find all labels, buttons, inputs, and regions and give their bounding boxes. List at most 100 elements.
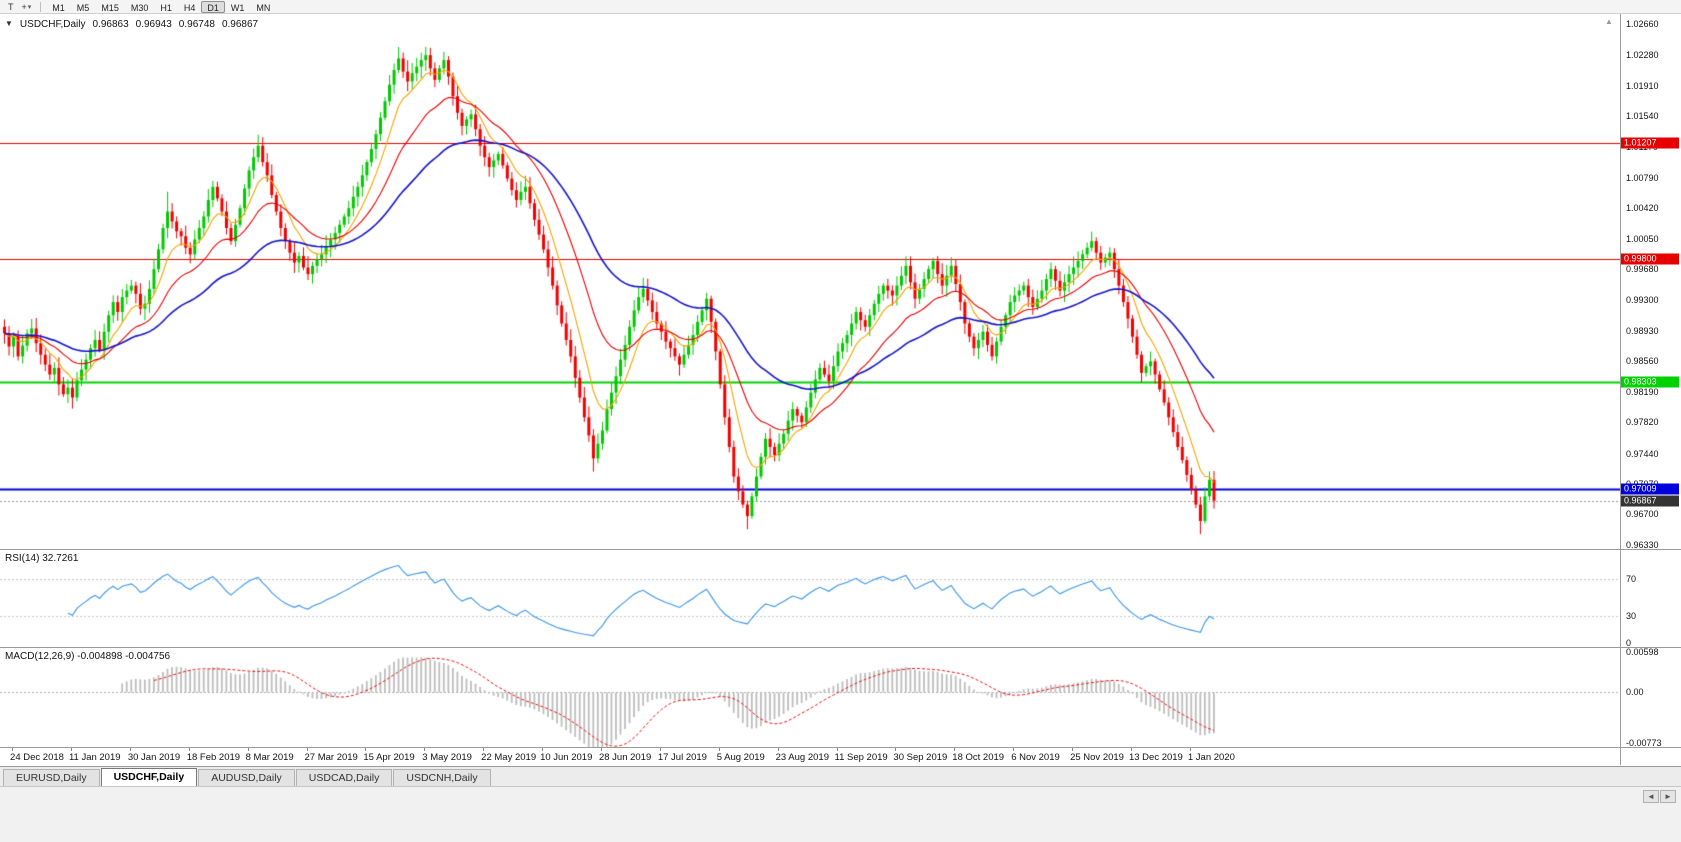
price-axis-tick-label: 0.97440: [1626, 448, 1659, 459]
date-tick-label: 17 Jul 2019: [657, 752, 707, 763]
date-tick-label: 18 Oct 2019: [952, 752, 1005, 763]
tab-scroll-left-button[interactable]: ◄: [1643, 790, 1659, 803]
price-axis-tick-label: 1.01540: [1626, 111, 1659, 122]
date-axis-tick: [542, 748, 544, 751]
price-axis-tick-label: 0.99680: [1626, 264, 1659, 275]
price-axis-tick-label: 0.96330: [1626, 539, 1659, 550]
date-axis-tick: [1013, 748, 1015, 751]
date-axis[interactable]: 24 Dec 2018 11 Jan 2019 30 Jan 2019 18 Feb …: [0, 748, 1681, 765]
date-axis-tick: [954, 748, 956, 751]
tab-audusd-daily[interactable]: AUDUSD,Daily: [198, 769, 295, 786]
date-axis-tick: [659, 748, 661, 751]
price-axis-tick-label: 0.98190: [1626, 386, 1659, 397]
price-level-tag: 0.98303: [1621, 376, 1679, 388]
macd-axis-label: 0.00: [1626, 686, 1644, 697]
ohlc-close-value: 0.96867: [221, 19, 259, 30]
date-axis-tick: [895, 748, 897, 751]
date-tick-label: 13 Dec 2019: [1128, 752, 1183, 763]
timeframe-button-group: M1 M5 M15 M30 H1 H4 D1 W1 MN: [46, 0, 276, 13]
timeframe-button-w1[interactable]: W1: [230, 2, 245, 13]
date-axis-tick: [1072, 748, 1074, 751]
price-level-tag: 1.01207: [1621, 137, 1679, 149]
ohlc-open-value: 0.96863: [92, 19, 129, 30]
date-axis-tick: [247, 748, 249, 751]
chart-symbol-label: USDCHF,Daily: [19, 19, 86, 30]
price-axis-tick-label: 1.01910: [1626, 80, 1659, 91]
axis-scroll-up-icon[interactable]: ▲: [1605, 17, 1613, 26]
timeframe-button-h4[interactable]: H4: [183, 2, 196, 13]
date-tick-label: 10 Jun 2019: [540, 752, 593, 763]
date-tick-label: 25 Nov 2019: [1070, 752, 1124, 763]
date-tick-label: 6 Nov 2019: [1011, 752, 1060, 763]
date-tick-label: 3 May 2019: [422, 752, 472, 763]
price-axis-tick-label: 1.00420: [1626, 203, 1659, 214]
tab-scroll-buttons: ◄ ►: [1643, 790, 1676, 803]
date-axis-tick: [600, 748, 602, 751]
date-tick-label: 11 Jan 2019: [68, 752, 121, 763]
status-bar: ◄ ►: [0, 786, 1681, 842]
tab-eurusd-daily[interactable]: EURUSD,Daily: [3, 769, 100, 786]
panel-separator-rsi-macd[interactable]: [0, 647, 1681, 648]
date-axis-tick: [483, 748, 485, 751]
macd-axis-label: -0.00773: [1626, 738, 1662, 748]
price-axis-separator: [1620, 14, 1621, 765]
tab-usdcad-daily[interactable]: USDCAD,Daily: [295, 769, 393, 786]
price-level-tag: 0.97009: [1621, 483, 1679, 495]
macd-indicator-label: MACD(12,26,9) -0.004898 -0.004756: [5, 651, 171, 662]
date-axis-tick: [718, 748, 720, 751]
rsi-indicator-canvas[interactable]: [0, 550, 1620, 647]
ohlc-high-value: 0.96943: [135, 19, 172, 30]
date-tick-label: 1 Jan 2020: [1187, 752, 1235, 763]
macd-axis-label: 0.00598: [1626, 647, 1659, 657]
date-tick-label: 8 Mar 2019: [245, 752, 294, 763]
date-axis-tick: [188, 748, 190, 751]
date-tick-label: 28 Jun 2019: [598, 752, 652, 763]
panel-separator-price-rsi[interactable]: [0, 549, 1681, 550]
date-tick-label: 15 Apr 2019: [363, 752, 415, 763]
price-axis-tick-label: 1.02280: [1626, 50, 1659, 61]
text-cursor-tool-button[interactable]: T: [4, 1, 18, 13]
date-tick-label: 24 Dec 2018: [10, 752, 64, 763]
chart-toolbar: T + ▾ M1 M5 M15 M30 H1 H4 D1 W1 MN: [0, 0, 1681, 14]
collapse-arrow-icon[interactable]: ▼: [5, 19, 13, 28]
tab-usdchf-daily[interactable]: USDCHF,Daily: [100, 768, 198, 786]
ohlc-low-value: 0.96748: [178, 19, 215, 30]
text-cursor-icon: T: [8, 1, 14, 12]
chart-ohlc-header: ▼ USDCHF,Daily 0.96863 0.96943 0.96748 0…: [5, 19, 258, 30]
timeframe-button-m30[interactable]: M30: [130, 2, 149, 13]
timeframe-button-h1[interactable]: H1: [160, 2, 172, 13]
rsi-axis-label: 70: [1626, 574, 1637, 585]
timeframe-button-m15[interactable]: M15: [101, 2, 119, 13]
price-axis-tick-label: 0.98930: [1626, 325, 1659, 336]
date-tick-label: 30 Sep 2019: [893, 752, 948, 763]
timeframe-button-m1[interactable]: M1: [52, 2, 65, 13]
timeframe-button-mn[interactable]: MN: [256, 2, 271, 13]
date-axis-tick: [306, 748, 308, 751]
tab-usdcnh-daily[interactable]: USDCNH,Daily: [393, 769, 491, 786]
current-price-tag: 0.96867: [1621, 495, 1679, 507]
crosshair-tool-button[interactable]: + ▾: [18, 1, 36, 13]
date-tick-label: 11 Sep 2019: [834, 752, 888, 763]
timeframe-button-d1[interactable]: D1: [201, 0, 225, 13]
price-level-tag: 0.99800: [1621, 253, 1679, 265]
date-axis-tick: [1130, 748, 1132, 751]
chart-tab-bar: EURUSD,Daily USDCHF,Daily AUDUSD,Daily USDC…: [0, 766, 1681, 786]
rsi-indicator-label: RSI(14) 32.7261: [5, 553, 79, 564]
date-axis-tick: [129, 748, 131, 751]
price-axis-tick-label: 0.98560: [1626, 356, 1659, 367]
macd-indicator-canvas[interactable]: [0, 648, 1620, 747]
price-axis-tick-label: 1.00050: [1626, 233, 1659, 244]
date-axis-tick: [365, 748, 367, 751]
toolbar-separator: [40, 1, 42, 12]
date-axis-tick: [70, 748, 72, 751]
price-axis-tick-label: 0.99300: [1626, 295, 1659, 306]
date-tick-label: 5 Aug 2019: [716, 752, 765, 763]
price-chart-canvas[interactable]: [0, 14, 1620, 549]
date-axis-tick: [424, 748, 426, 751]
timeframe-button-m5[interactable]: M5: [76, 2, 90, 13]
rsi-axis-label: 30: [1626, 610, 1637, 621]
price-axis-tick-label: 0.96700: [1626, 509, 1659, 520]
date-axis-tick: [1189, 748, 1191, 751]
tab-scroll-right-button[interactable]: ►: [1660, 790, 1676, 803]
